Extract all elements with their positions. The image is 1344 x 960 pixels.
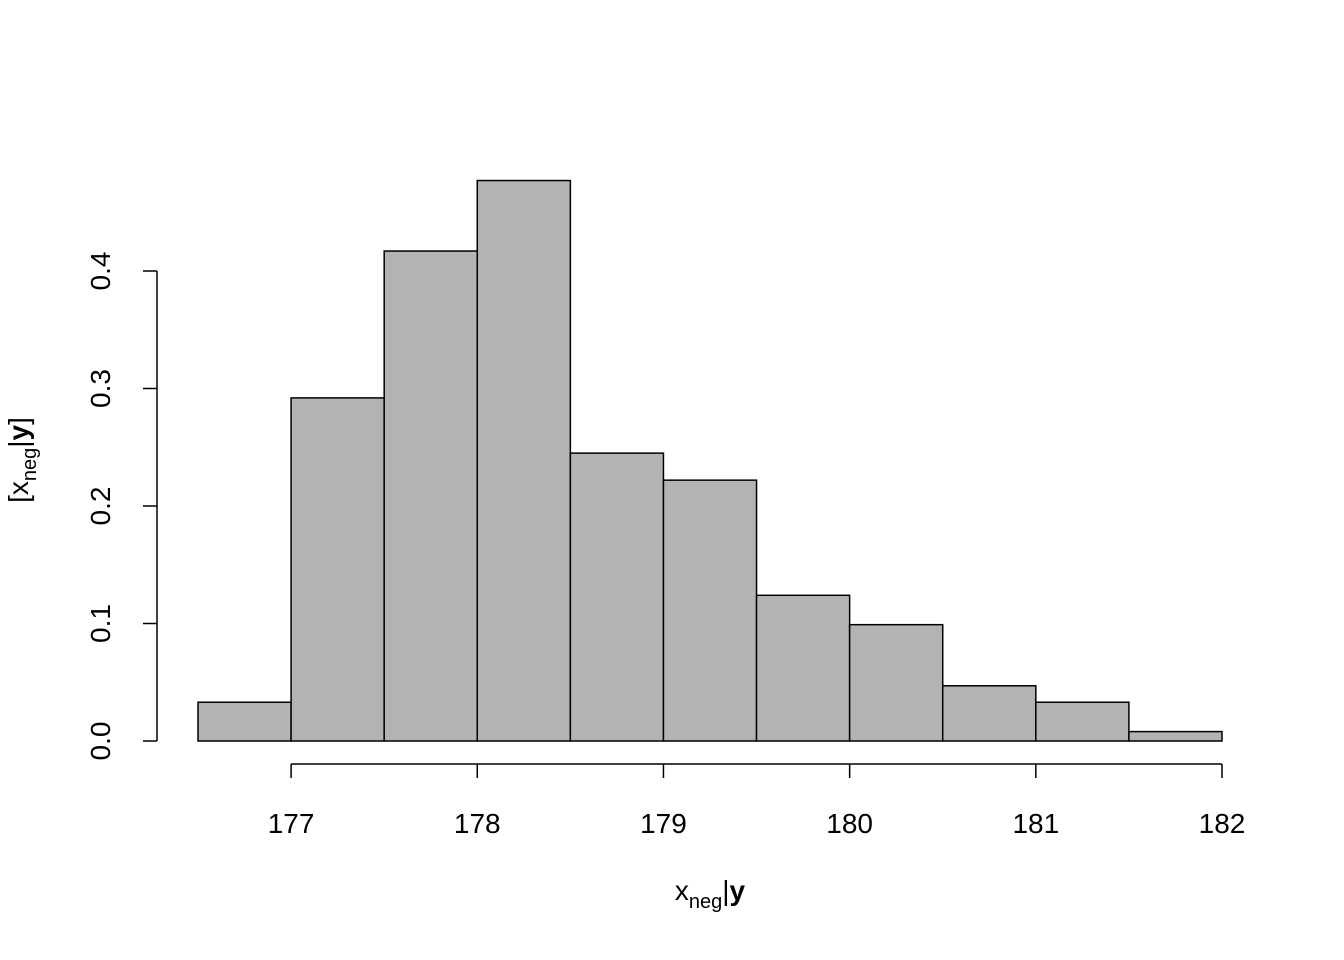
- bar: [476, 179, 572, 742]
- bar: [290, 397, 385, 742]
- y-label-subscript: neg: [19, 448, 41, 481]
- bar: [662, 479, 758, 742]
- x-label-part: y: [730, 875, 746, 906]
- y-label-part: ]: [3, 417, 34, 425]
- y-tick-label: 0.0: [85, 722, 116, 761]
- bar: [1035, 701, 1130, 742]
- bar: [383, 250, 479, 742]
- x-tick-label: 182: [1199, 808, 1246, 839]
- x-tick-label: 177: [268, 808, 315, 839]
- bar: [569, 452, 665, 742]
- bar: [848, 623, 944, 742]
- x-tick-label: 180: [826, 808, 873, 839]
- y-tick-label: 0.4: [85, 252, 116, 291]
- y-tick-label: 0.2: [85, 487, 116, 526]
- y-label-part: |: [3, 440, 34, 447]
- x-label-part: x: [675, 875, 689, 906]
- x-axis-label: xneg|y: [675, 875, 746, 913]
- bar: [941, 685, 1037, 742]
- bar: [755, 594, 851, 742]
- bar: [1128, 730, 1223, 742]
- y-label-part: [x: [3, 481, 34, 503]
- x-tick-label: 181: [1012, 808, 1059, 839]
- x-label-subscript: neg: [689, 891, 722, 913]
- x-tick-label: 179: [640, 808, 687, 839]
- y-tick-label: 0.1: [85, 604, 116, 643]
- x-tick-label: 178: [454, 808, 501, 839]
- bar: [197, 701, 292, 742]
- y-label-part: y: [3, 424, 34, 440]
- y-axis-label: [xneg|y]: [3, 417, 41, 503]
- x-label-part: |: [722, 875, 729, 906]
- y-tick-label: 0.3: [85, 369, 116, 408]
